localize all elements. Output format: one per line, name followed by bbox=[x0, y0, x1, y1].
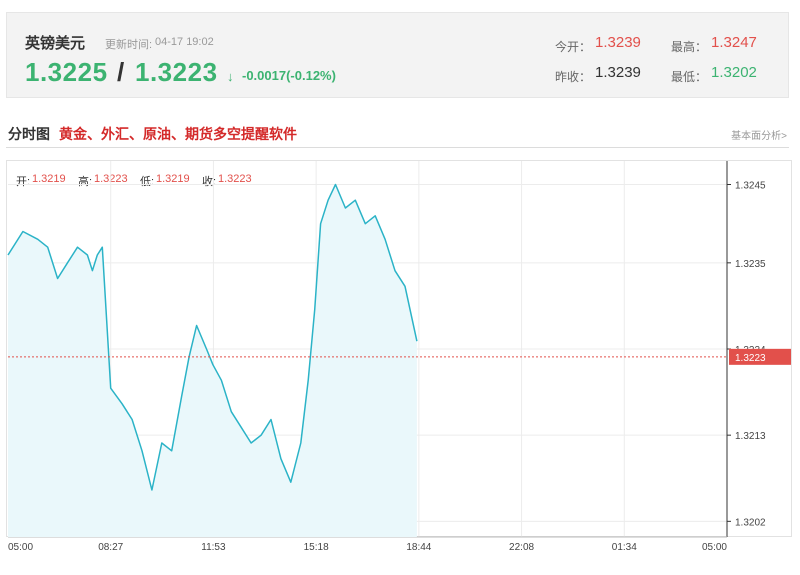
x-tick-label: 18:44 bbox=[406, 542, 431, 553]
price-separator: / bbox=[117, 57, 125, 87]
ask-price: 1.3223 bbox=[135, 57, 218, 87]
y-tick-label: 1.3202 bbox=[735, 517, 766, 528]
prev-close-label: 昨收： bbox=[555, 70, 592, 84]
y-tick-label: 1.3213 bbox=[735, 431, 766, 442]
x-tick-label: 22:08 bbox=[509, 542, 534, 553]
quote-panel: 英镑美元 更新时间: 04-17 19:02 1.3225 / 1.3223 ↓… bbox=[6, 12, 789, 98]
update-label: 更新时间: bbox=[105, 39, 153, 51]
down-arrow-icon: ↓ bbox=[227, 69, 234, 84]
series-area bbox=[8, 184, 417, 537]
divider bbox=[6, 147, 789, 148]
x-tick-label: 05:00 bbox=[702, 542, 727, 553]
fundamental-analysis-link[interactable]: 基本面分析> bbox=[731, 131, 787, 142]
ohlc-open-value: 1.3219 bbox=[32, 173, 66, 185]
x-tick-label: 01:34 bbox=[612, 542, 637, 553]
bid-price: 1.3225 bbox=[25, 57, 108, 87]
open-label: 今开： bbox=[555, 40, 592, 54]
low-label: 最低： bbox=[671, 70, 708, 84]
y-tick-label: 1.3235 bbox=[735, 259, 766, 270]
update-time: 04-17 19:02 bbox=[155, 36, 214, 48]
open-value: 1.3239 bbox=[595, 34, 641, 51]
ohlc-low-value: 1.3219 bbox=[156, 173, 190, 185]
promo-link[interactable]: 黄金、外汇、原油、期货多空提醒软件 bbox=[59, 126, 297, 142]
ohlc-close-value: 1.3223 bbox=[218, 173, 252, 185]
x-tick-label: 08:27 bbox=[98, 542, 123, 553]
pair-name: 英镑美元 bbox=[25, 35, 86, 52]
current-price-label: 1.3223 bbox=[735, 353, 766, 364]
y-tick-label: 1.3245 bbox=[735, 181, 766, 192]
series-line bbox=[7, 183, 418, 491]
x-tick-label: 11:53 bbox=[201, 542, 226, 553]
x-tick-label: 15:18 bbox=[304, 542, 329, 553]
current-price-tag bbox=[729, 348, 791, 365]
prev-close-value: 1.3239 bbox=[595, 64, 641, 81]
high-label: 最高： bbox=[671, 40, 708, 54]
low-value: 1.3202 bbox=[711, 64, 757, 81]
price-change: -0.0017(-0.12%) bbox=[242, 68, 336, 83]
section-title: 分时图 bbox=[8, 126, 50, 142]
x-tick-label: 05:00 bbox=[8, 542, 33, 553]
high-value: 1.3247 bbox=[711, 34, 757, 51]
